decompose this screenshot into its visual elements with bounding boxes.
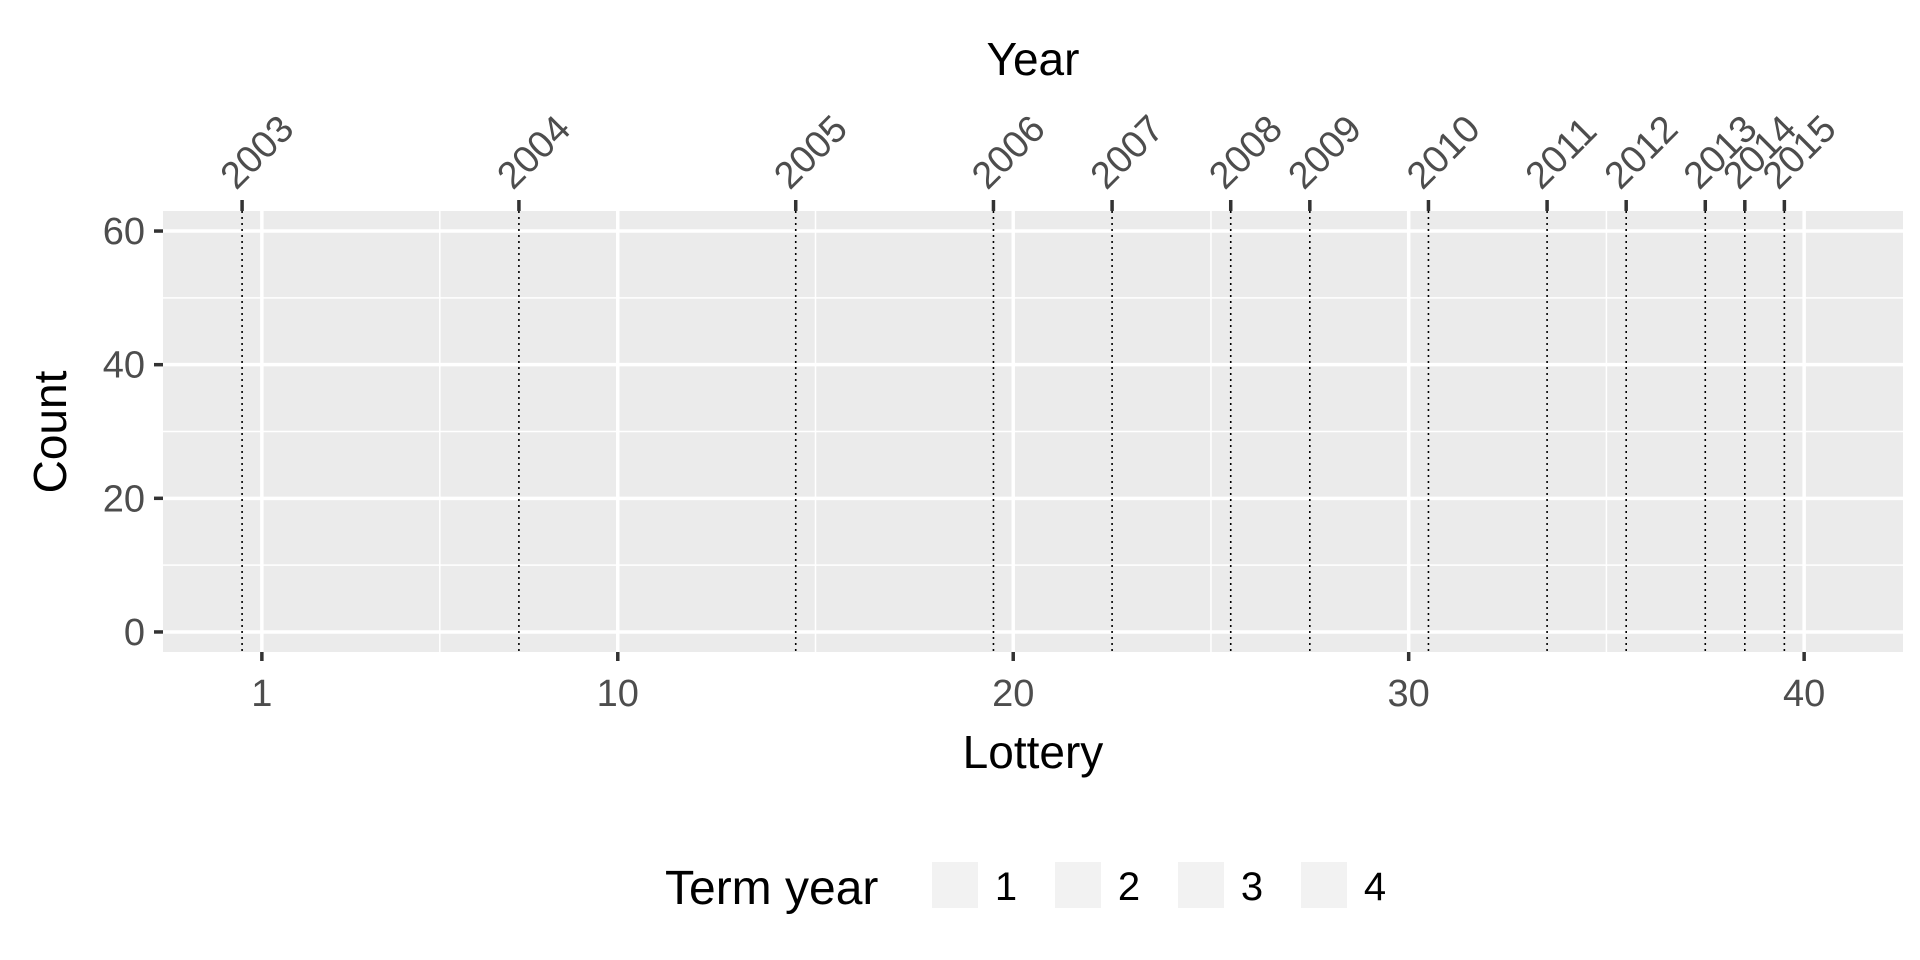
legend-key	[1301, 862, 1347, 908]
year-lines	[241, 211, 1786, 652]
grid-layer	[163, 211, 1903, 652]
top-tick-label: 2007	[1083, 108, 1172, 197]
top-tick-label: 2004	[490, 108, 579, 197]
top-tick-label: 2006	[964, 108, 1053, 197]
legend-title: Term year	[665, 862, 878, 915]
legend-key	[932, 862, 978, 908]
top-tick-label: 2010	[1399, 108, 1488, 197]
top-tick-label: 2003	[213, 108, 302, 197]
top-tick-label: 2009	[1280, 108, 1369, 197]
y-tick-label: 20	[103, 478, 145, 520]
legend-key	[1178, 862, 1224, 908]
x-tick-label: 20	[992, 673, 1034, 715]
y-tick-label: 0	[124, 612, 145, 654]
legend: Term year 1 2 3 4	[665, 862, 1386, 915]
x-tick-label: 1	[251, 673, 272, 715]
top-tick-label: 2008	[1201, 108, 1290, 197]
y-tick-label: 60	[103, 211, 145, 253]
x-tick-label: 40	[1783, 673, 1825, 715]
legend-label: 3	[1241, 865, 1263, 909]
y-tick-label: 40	[103, 345, 145, 387]
legend-label: 2	[1118, 865, 1140, 909]
x-axis-title: Lottery	[963, 726, 1104, 778]
top-tick-label: 2005	[766, 108, 855, 197]
y-axis-title: Count	[24, 370, 76, 493]
x-tick-label: 10	[597, 673, 639, 715]
top-axis-title: Year	[987, 33, 1080, 85]
top-tick-label: 2011	[1518, 110, 1605, 197]
legend-key	[1055, 862, 1101, 908]
legend-label: 1	[995, 865, 1017, 909]
x-tick-label: 30	[1388, 673, 1430, 715]
legend-label: 4	[1364, 865, 1386, 909]
top-tick-label: 2012	[1597, 108, 1686, 197]
